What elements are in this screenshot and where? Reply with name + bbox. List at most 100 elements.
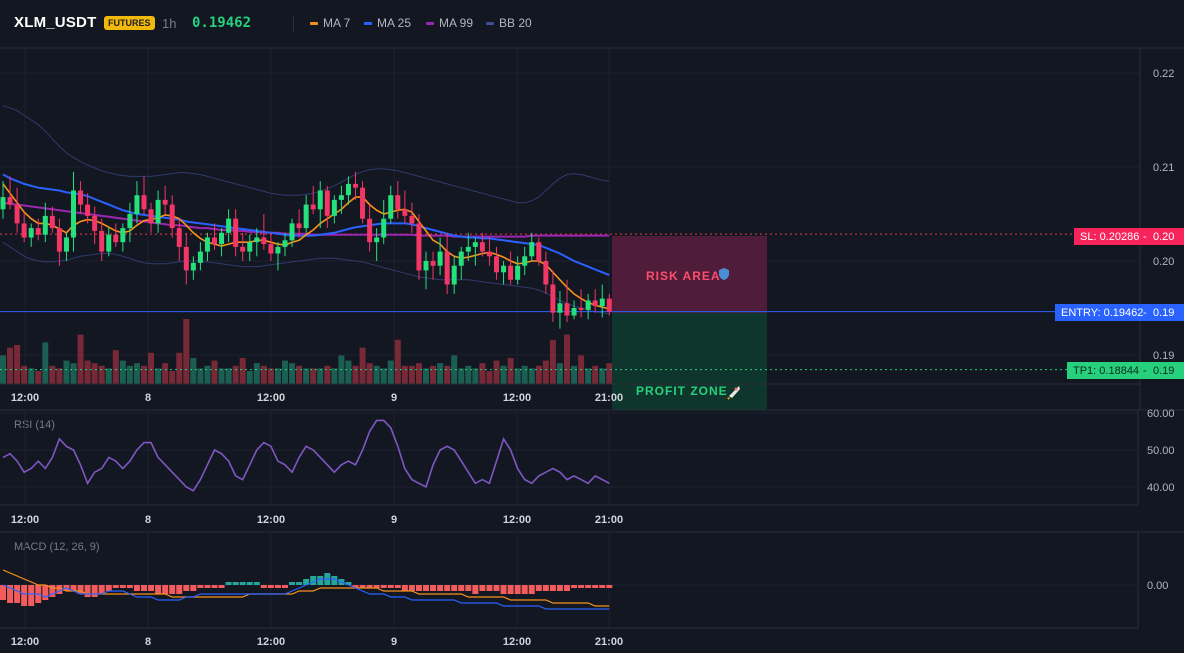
candle-body[interactable]	[395, 195, 401, 210]
candle-body[interactable]	[529, 242, 535, 257]
candle-body[interactable]	[444, 251, 450, 285]
candle-body[interactable]	[345, 183, 351, 196]
macd-hist-bar	[98, 585, 105, 594]
candle-body[interactable]	[338, 195, 344, 200]
candle-body[interactable]	[508, 265, 514, 280]
candle-body[interactable]	[42, 215, 48, 235]
candle-body[interactable]	[367, 218, 373, 243]
candle-body[interactable]	[162, 199, 168, 205]
timeframe-selector[interactable]: 1h	[162, 16, 177, 31]
volume-bar	[183, 319, 190, 384]
candle-body[interactable]	[176, 228, 182, 247]
candle-body[interactable]	[219, 232, 225, 245]
candle-body[interactable]	[212, 237, 217, 245]
candle-body[interactable]	[557, 303, 563, 313]
candle-body[interactable]	[268, 244, 274, 254]
candle-body[interactable]	[99, 230, 105, 252]
candle-body[interactable]	[374, 237, 380, 243]
candle-body[interactable]	[78, 190, 84, 205]
candle-body[interactable]	[331, 199, 337, 216]
candle-body[interactable]	[451, 265, 457, 285]
candle-body[interactable]	[564, 303, 570, 316]
candle-body[interactable]	[289, 223, 295, 241]
legend-ma99[interactable]: MA 99	[426, 16, 473, 30]
candle-body[interactable]	[113, 234, 119, 243]
symbol-name[interactable]: XLM_USDT	[14, 14, 97, 31]
candle-body[interactable]	[247, 242, 253, 252]
candle-body[interactable]	[49, 215, 55, 229]
candle-body[interactable]	[353, 183, 358, 188]
candle-body[interactable]	[458, 251, 464, 266]
candle-body[interactable]	[28, 228, 34, 238]
candle-body[interactable]	[85, 204, 91, 216]
candle-body[interactable]	[416, 223, 422, 271]
candle-body[interactable]	[14, 204, 20, 224]
candle-body[interactable]	[381, 218, 387, 238]
candle-body[interactable]	[35, 228, 41, 235]
candle-body[interactable]	[388, 195, 394, 219]
candle-body[interactable]	[282, 240, 288, 247]
profit-zone-box[interactable]	[612, 313, 767, 410]
legend-ma7[interactable]: MA 7	[310, 16, 350, 30]
candle-body[interactable]	[606, 298, 612, 312]
candle-body[interactable]	[486, 251, 492, 257]
candle-body[interactable]	[254, 237, 260, 243]
candle-body[interactable]	[479, 242, 485, 252]
candle-body[interactable]	[197, 251, 203, 263]
candle-body[interactable]	[437, 251, 443, 266]
candle-body[interactable]	[303, 204, 309, 229]
candle-body[interactable]	[472, 242, 478, 247]
candle-body[interactable]	[183, 246, 189, 271]
candle-body[interactable]	[240, 246, 246, 252]
candle-body[interactable]	[155, 199, 161, 224]
candle-body[interactable]	[21, 223, 27, 238]
candle-body[interactable]	[204, 237, 210, 252]
candle-body[interactable]	[494, 256, 499, 273]
volume-bar	[197, 368, 204, 384]
candle-body[interactable]	[92, 215, 98, 231]
candle-body[interactable]	[430, 261, 436, 266]
candle-body[interactable]	[190, 262, 196, 271]
candle-body[interactable]	[599, 298, 605, 307]
candle-body[interactable]	[409, 215, 415, 224]
candle-body[interactable]	[585, 300, 591, 310]
candle-body[interactable]	[536, 242, 542, 261]
candle-body[interactable]	[592, 300, 598, 307]
candle-body[interactable]	[233, 218, 239, 247]
volume-bar	[373, 365, 380, 384]
candle-body[interactable]	[261, 237, 267, 245]
risk-area-box[interactable]	[612, 236, 767, 313]
candle-body[interactable]	[324, 190, 330, 216]
candle-body[interactable]	[360, 187, 366, 219]
candle-body[interactable]	[56, 228, 62, 252]
candle-body[interactable]	[141, 195, 147, 210]
candle-body[interactable]	[543, 261, 549, 285]
candle-body[interactable]	[501, 265, 507, 273]
candle-body[interactable]	[71, 190, 76, 238]
candle-body[interactable]	[296, 223, 302, 229]
candle-body[interactable]	[578, 308, 584, 310]
candle-body[interactable]	[120, 228, 126, 243]
candle-body[interactable]	[7, 197, 13, 205]
candle-body[interactable]	[317, 190, 323, 210]
candle-body[interactable]	[310, 204, 316, 210]
candle-body[interactable]	[106, 234, 112, 252]
candle-body[interactable]	[275, 246, 281, 254]
candle-body[interactable]	[571, 308, 577, 316]
candle-body[interactable]	[550, 284, 556, 313]
candle-body[interactable]	[402, 209, 408, 216]
candle-body[interactable]	[148, 209, 154, 224]
legend-ma25[interactable]: MA 25	[364, 16, 411, 30]
legend-bb20[interactable]: BB 20	[486, 16, 532, 30]
candle-body[interactable]	[134, 195, 140, 214]
candle-body[interactable]	[515, 265, 521, 280]
candle-body[interactable]	[0, 197, 6, 210]
candle-body[interactable]	[127, 214, 133, 229]
candle-body[interactable]	[423, 261, 429, 271]
candle-body[interactable]	[522, 256, 528, 266]
candle-body[interactable]	[63, 237, 69, 252]
candle-body[interactable]	[465, 246, 471, 252]
candle-body[interactable]	[169, 204, 175, 229]
candle-body[interactable]	[226, 218, 232, 233]
